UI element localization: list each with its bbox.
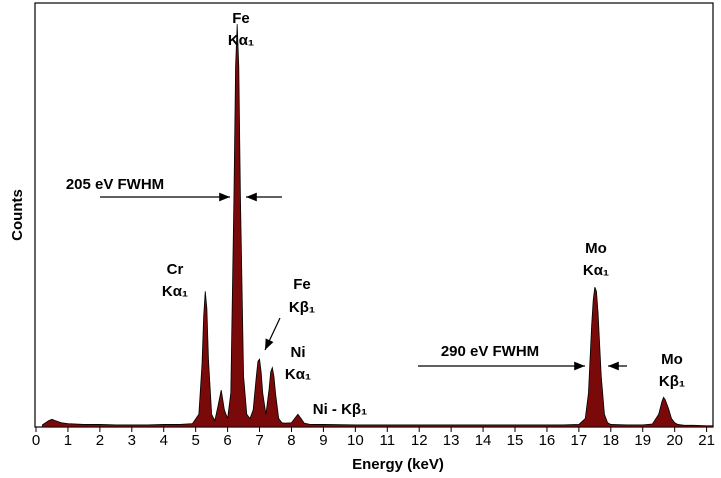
x-tick-label: 10 xyxy=(347,432,364,449)
spectrum-area xyxy=(41,24,714,428)
annotation: Ni - Kβ₁ xyxy=(313,401,368,418)
x-tick-label: 13 xyxy=(443,432,460,449)
x-tick-label: 9 xyxy=(319,432,327,449)
x-tick-label: 7 xyxy=(255,432,263,449)
x-tick-label: 4 xyxy=(160,432,168,449)
x-tick-label: 6 xyxy=(223,432,231,449)
x-tick-label: 18 xyxy=(602,432,619,449)
annotation: Kα₁ xyxy=(228,32,254,49)
annotation: Fe xyxy=(293,276,311,293)
annotation: Kα₁ xyxy=(583,262,609,279)
y-axis-label: Counts xyxy=(9,189,26,241)
annotation: Kα₁ xyxy=(162,283,188,300)
x-axis-label: Energy (keV) xyxy=(352,456,444,473)
arrow xyxy=(264,317,281,351)
x-tick-label: 16 xyxy=(539,432,556,449)
annotation: Ni xyxy=(291,344,306,361)
x-tick-label: 12 xyxy=(411,432,428,449)
annotation: Kβ₁ xyxy=(659,373,685,390)
x-tick-label: 2 xyxy=(96,432,104,449)
plot-frame xyxy=(34,2,714,428)
x-tick-label: 17 xyxy=(571,432,588,449)
x-tick-label: 15 xyxy=(507,432,524,449)
annotation: Kα₁ xyxy=(285,366,311,383)
x-tick-label: 1 xyxy=(64,432,72,449)
x-tick-label: 20 xyxy=(666,432,683,449)
annotation: Mo xyxy=(661,351,683,368)
x-tick-label: 21 xyxy=(698,432,715,449)
x-tick-label: 8 xyxy=(287,432,295,449)
x-tick-label: 14 xyxy=(475,432,492,449)
annotation: 205 eV FWHM xyxy=(66,176,164,193)
x-tick-label: 5 xyxy=(191,432,199,449)
x-tick-label: 11 xyxy=(379,432,395,449)
annotation: 290 eV FWHM xyxy=(441,343,539,360)
x-tick-label: 19 xyxy=(634,432,651,449)
x-tick-label: 3 xyxy=(128,432,136,449)
annotation: Mo xyxy=(585,240,607,257)
x-tick-label: 0 xyxy=(32,432,40,449)
annotation: Kβ₁ xyxy=(289,299,315,316)
annotation: Fe xyxy=(232,10,250,27)
annotation: Cr xyxy=(167,261,184,278)
